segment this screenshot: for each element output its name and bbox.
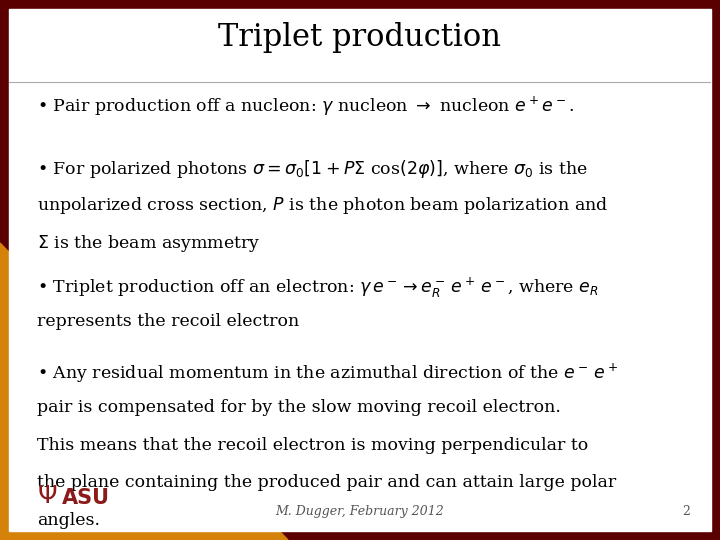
Polygon shape xyxy=(0,243,288,540)
Text: M. Dugger, February 2012: M. Dugger, February 2012 xyxy=(276,505,444,518)
Text: $\Sigma$ is the beam asymmetry: $\Sigma$ is the beam asymmetry xyxy=(37,233,261,254)
Text: • Any residual momentum in the azimuthal direction of the $e^-\, e^+$: • Any residual momentum in the azimuthal… xyxy=(37,361,618,384)
Text: Triplet production: Triplet production xyxy=(218,22,502,53)
Text: angles.: angles. xyxy=(37,512,100,529)
Text: • Triplet production off an electron: $\gamma\, e^- \rightarrow e_R^-\, e^+\, e^: • Triplet production off an electron: $\… xyxy=(37,275,599,300)
Text: represents the recoil electron: represents the recoil electron xyxy=(37,313,300,330)
Text: 2: 2 xyxy=(682,505,690,518)
Text: pair is compensated for by the slow moving recoil electron.: pair is compensated for by the slow movi… xyxy=(37,399,561,416)
Text: ASU: ASU xyxy=(62,488,109,508)
Text: $\Psi$: $\Psi$ xyxy=(37,483,58,508)
Text: • For polarized photons $\sigma = \sigma_0[1 + P\Sigma$ cos$(2\varphi)]$, where : • For polarized photons $\sigma = \sigma… xyxy=(37,158,588,180)
Text: unpolarized cross section, $P$ is the photon beam polarization and: unpolarized cross section, $P$ is the ph… xyxy=(37,195,608,217)
Text: This means that the recoil electron is moving perpendicular to: This means that the recoil electron is m… xyxy=(37,436,588,454)
Text: the plane containing the produced pair and can attain large polar: the plane containing the produced pair a… xyxy=(37,474,616,491)
Text: • Pair production off a nucleon: $\gamma$ nucleon $\rightarrow$ nucleon $e^+ e^-: • Pair production off a nucleon: $\gamma… xyxy=(37,95,575,118)
